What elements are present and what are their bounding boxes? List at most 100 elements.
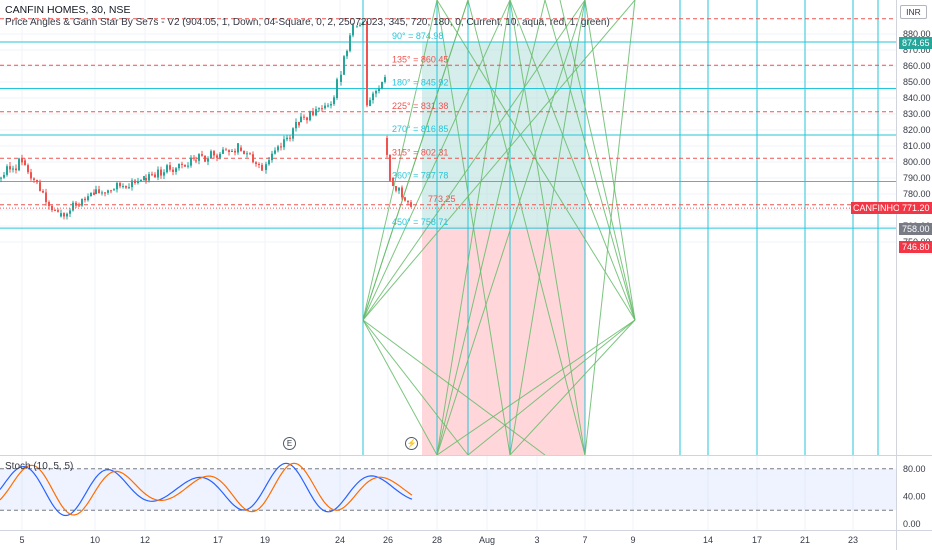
time-tick-label: Aug: [479, 535, 495, 545]
price-axis: 880.00 870.00 860.00 850.00 840.00 830.00 820.…: [903, 29, 931, 247]
candle-body: [169, 165, 171, 170]
candle-body: [190, 157, 192, 166]
time-tick-label: 7: [582, 535, 587, 545]
candle-body: [122, 186, 124, 188]
candle-body: [286, 137, 288, 140]
candle-body: [163, 172, 165, 176]
stoch-legend[interactable]: Stoch (10, 5, 5): [5, 461, 74, 472]
candle-body: [66, 213, 68, 217]
candle-body: [187, 165, 189, 167]
gann-level-label: 315° = 802.31: [392, 147, 448, 157]
candle-body: [24, 160, 26, 166]
gann-star-line: [362, 0, 511, 321]
candle-body: [131, 180, 133, 188]
gann-star-line: [584, 0, 636, 321]
price-tag: 771.20: [899, 202, 932, 215]
candle-body: [372, 93, 374, 101]
candle-body: [12, 168, 14, 170]
candle-body: [384, 77, 386, 82]
candle-body: [42, 190, 44, 193]
candle-body: [87, 196, 89, 201]
stoch-tick-label: 80.00: [903, 464, 926, 474]
indicator-legend[interactable]: Price Angles & Gann Star By Se7s - V2 (9…: [5, 17, 610, 28]
symbol-title[interactable]: CANFIN HOMES, 30, NSE: [5, 4, 131, 16]
candle-body: [54, 210, 56, 212]
candle-body: [324, 105, 326, 109]
candle-body: [359, 25, 361, 27]
candle-body: [75, 202, 77, 206]
candle-body: [137, 180, 139, 183]
gann-star-line: [362, 0, 469, 321]
candle-body: [265, 164, 267, 170]
candle-body: [401, 187, 403, 198]
gann-star-line: [436, 0, 511, 455]
candle-body: [90, 192, 92, 197]
candle-body: [39, 182, 41, 191]
candle-body: [160, 169, 162, 176]
time-tick-label: 17: [213, 535, 223, 545]
candle-body: [166, 165, 168, 173]
currency-button[interactable]: INR: [900, 5, 927, 19]
candle-body: [207, 158, 209, 162]
candle-body: [110, 190, 112, 192]
candle-body: [327, 105, 329, 107]
time-tick-label: 12: [140, 535, 150, 545]
gann-star-line: [584, 0, 636, 455]
time-tick-label: 5: [19, 535, 24, 545]
stoch-axis: 80.00 40.00 0.00: [903, 464, 926, 529]
time-tick-label: 17: [752, 535, 762, 545]
candle-body: [349, 35, 351, 51]
candle-body: [362, 21, 364, 26]
gann-star-line: [467, 319, 636, 455]
candle-body: [295, 122, 297, 129]
candle-body: [95, 189, 97, 194]
gann-star-line: [509, 0, 586, 455]
earnings-marker[interactable]: E: [283, 437, 296, 450]
gann-star-line: [559, 0, 636, 321]
candle-body: [9, 166, 11, 170]
candle-body: [145, 178, 147, 181]
gann-star-line: [362, 0, 438, 321]
candle-body: [298, 122, 300, 126]
candle-body: [277, 146, 279, 151]
candle-body: [193, 157, 195, 159]
candle-body: [315, 109, 317, 116]
loss-zone: [422, 228, 585, 455]
candle-body: [280, 146, 282, 148]
candle-body: [219, 153, 221, 158]
gann-level-label: 360° = 787.78: [392, 171, 448, 181]
candle-body: [101, 192, 103, 194]
candle-body: [340, 74, 342, 82]
time-axis: 5 10 12 17 19 24 26 28 Aug 3 7 9 14 17 21 23: [19, 535, 858, 545]
price-tag: 758.00: [899, 223, 932, 236]
gann-star-line: [509, 0, 636, 321]
gann-star-line: [436, 0, 586, 455]
candle-body: [289, 137, 291, 139]
dividend-marker[interactable]: ⚡: [405, 437, 418, 450]
gann-level-label: 135° = 860.45: [392, 54, 448, 64]
candle-body: [128, 187, 130, 189]
candle-body: [216, 155, 218, 158]
time-tick-label: 24: [335, 535, 345, 545]
gann-level-label: 270° = 816.85: [392, 124, 448, 134]
gann-star-line: [362, 0, 586, 321]
gann-star-line: [544, 0, 636, 321]
candle-body: [140, 180, 142, 182]
candle-body: [404, 197, 406, 201]
time-tick-label: 19: [260, 535, 270, 545]
candle-body: [240, 147, 242, 151]
candle-body: [113, 189, 115, 191]
candle-body: [381, 81, 383, 89]
candle-body: [222, 149, 224, 154]
candle-body: [330, 104, 332, 106]
time-tick-label: 21: [800, 535, 810, 545]
candle-body: [15, 168, 17, 171]
price-tick-label: 780.00: [903, 189, 931, 199]
candle-body: [213, 151, 215, 156]
candle-body: [36, 179, 38, 183]
candle-body: [148, 174, 150, 181]
candle-body: [274, 150, 276, 154]
gann-star-line: [362, 0, 636, 321]
